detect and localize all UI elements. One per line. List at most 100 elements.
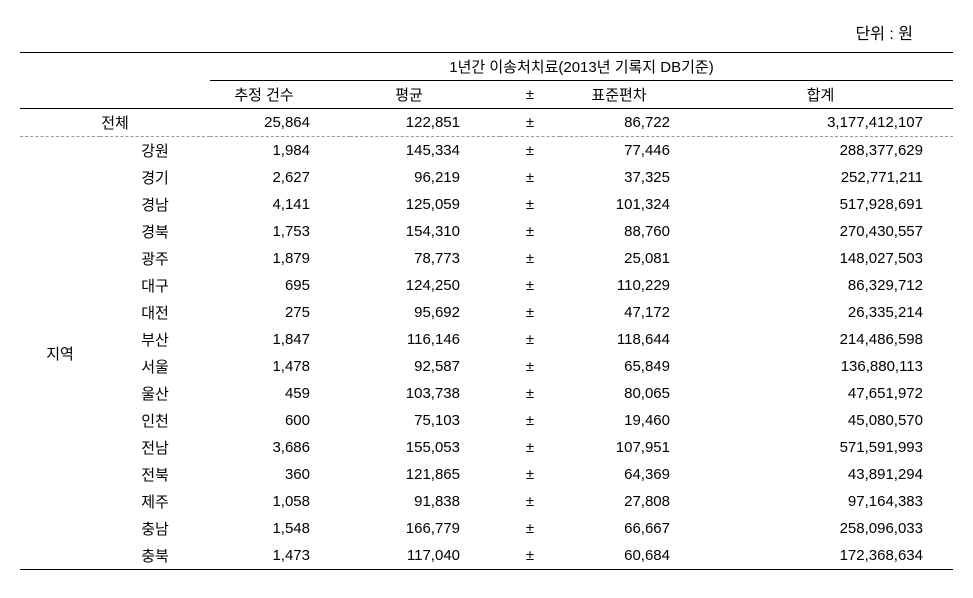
- region-std: 65,849: [560, 353, 710, 380]
- region-std: 64,369: [560, 461, 710, 488]
- region-sum: 97,164,383: [710, 488, 953, 515]
- header-super-row: 1년간 이송처치료(2013년 기록지 DB기준): [20, 53, 953, 81]
- header-blank3: [20, 81, 100, 109]
- region-std: 77,446: [560, 137, 710, 165]
- region-std: 66,667: [560, 515, 710, 542]
- region-count: 1,473: [210, 542, 350, 570]
- region-std: 37,325: [560, 164, 710, 191]
- region-count: 1,847: [210, 326, 350, 353]
- region-name: 전북: [100, 461, 210, 488]
- region-count: 1,879: [210, 245, 350, 272]
- region-mean: 121,865: [350, 461, 500, 488]
- region-pm: ±: [500, 515, 560, 542]
- region-count: 360: [210, 461, 350, 488]
- region-pm: ±: [500, 461, 560, 488]
- region-pm: ±: [500, 164, 560, 191]
- table-row: 충북1,473117,040±60,684172,368,634: [20, 542, 953, 570]
- header-count: 추정 건수: [210, 81, 350, 109]
- region-mean: 124,250: [350, 272, 500, 299]
- region-pm: ±: [500, 407, 560, 434]
- region-count: 1,984: [210, 137, 350, 165]
- region-std: 107,951: [560, 434, 710, 461]
- region-mean: 96,219: [350, 164, 500, 191]
- region-count: 275: [210, 299, 350, 326]
- region-mean: 117,040: [350, 542, 500, 570]
- region-sum: 288,377,629: [710, 137, 953, 165]
- region-pm: ±: [500, 299, 560, 326]
- region-count: 1,478: [210, 353, 350, 380]
- table-row: 경북1,753154,310±88,760270,430,557: [20, 218, 953, 245]
- region-count: 1,058: [210, 488, 350, 515]
- table-row: 부산1,847116,146±118,644214,486,598: [20, 326, 953, 353]
- total-count: 25,864: [210, 109, 350, 137]
- region-name: 충남: [100, 515, 210, 542]
- region-name: 강원: [100, 137, 210, 165]
- table-row: 충남1,548166,779±66,667258,096,033: [20, 515, 953, 542]
- region-count: 3,686: [210, 434, 350, 461]
- region-name: 경북: [100, 218, 210, 245]
- region-sum: 136,880,113: [710, 353, 953, 380]
- region-std: 88,760: [560, 218, 710, 245]
- region-sum: 45,080,570: [710, 407, 953, 434]
- region-sum: 43,891,294: [710, 461, 953, 488]
- region-std: 101,324: [560, 191, 710, 218]
- region-mean: 116,146: [350, 326, 500, 353]
- region-name: 대구: [100, 272, 210, 299]
- region-mean: 155,053: [350, 434, 500, 461]
- region-mean: 78,773: [350, 245, 500, 272]
- region-std: 60,684: [560, 542, 710, 570]
- table-row: 전북360121,865±64,36943,891,294: [20, 461, 953, 488]
- total-label: 전체: [20, 109, 210, 137]
- header-blank4: [100, 81, 210, 109]
- header-pm: ±: [500, 81, 560, 109]
- region-name: 경기: [100, 164, 210, 191]
- table-row: 전남3,686155,053±107,951571,591,993: [20, 434, 953, 461]
- data-table: 1년간 이송처치료(2013년 기록지 DB기준) 추정 건수 평균 ± 표준편…: [20, 52, 953, 570]
- region-pm: ±: [500, 434, 560, 461]
- region-mean: 75,103: [350, 407, 500, 434]
- region-name: 서울: [100, 353, 210, 380]
- region-sum: 258,096,033: [710, 515, 953, 542]
- region-pm: ±: [500, 353, 560, 380]
- region-sum: 26,335,214: [710, 299, 953, 326]
- header-sum: 합계: [710, 81, 953, 109]
- table-row: 지역강원1,984145,334±77,446288,377,629: [20, 137, 953, 165]
- table-row: 경남4,141125,059±101,324517,928,691: [20, 191, 953, 218]
- region-std: 27,808: [560, 488, 710, 515]
- table-row: 경기2,62796,219±37,325252,771,211: [20, 164, 953, 191]
- region-sum: 172,368,634: [710, 542, 953, 570]
- region-sum: 47,651,972: [710, 380, 953, 407]
- region-pm: ±: [500, 245, 560, 272]
- unit-label: 단위 : 원: [20, 20, 953, 52]
- region-name: 울산: [100, 380, 210, 407]
- region-sum: 86,329,712: [710, 272, 953, 299]
- header-blank2: [100, 53, 210, 81]
- region-pm: ±: [500, 272, 560, 299]
- region-std: 47,172: [560, 299, 710, 326]
- region-mean: 125,059: [350, 191, 500, 218]
- table-row: 대전27595,692±47,17226,335,214: [20, 299, 953, 326]
- region-name: 부산: [100, 326, 210, 353]
- region-group-label: 지역: [20, 137, 100, 570]
- region-name: 경남: [100, 191, 210, 218]
- region-mean: 91,838: [350, 488, 500, 515]
- region-name: 대전: [100, 299, 210, 326]
- region-pm: ±: [500, 380, 560, 407]
- region-pm: ±: [500, 326, 560, 353]
- region-name: 제주: [100, 488, 210, 515]
- region-std: 110,229: [560, 272, 710, 299]
- region-count: 695: [210, 272, 350, 299]
- region-pm: ±: [500, 488, 560, 515]
- region-name: 인천: [100, 407, 210, 434]
- region-count: 1,753: [210, 218, 350, 245]
- region-mean: 154,310: [350, 218, 500, 245]
- region-name: 충북: [100, 542, 210, 570]
- region-sum: 148,027,503: [710, 245, 953, 272]
- region-count: 459: [210, 380, 350, 407]
- table-row: 제주1,05891,838±27,80897,164,383: [20, 488, 953, 515]
- total-std: 86,722: [560, 109, 710, 137]
- region-tbody: 지역강원1,984145,334±77,446288,377,629경기2,62…: [20, 137, 953, 570]
- total-mean: 122,851: [350, 109, 500, 137]
- region-name: 광주: [100, 245, 210, 272]
- region-mean: 95,692: [350, 299, 500, 326]
